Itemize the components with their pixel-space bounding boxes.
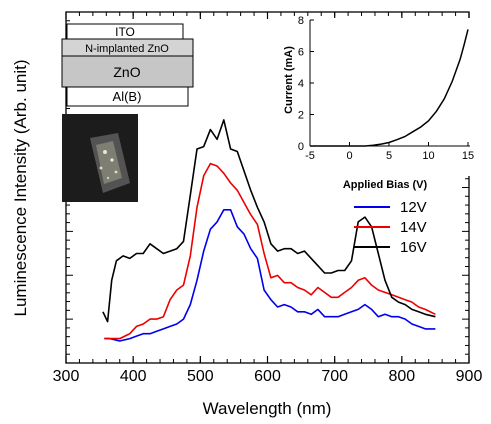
iv-y-tick-label: 2 (298, 110, 304, 122)
photo-spot (106, 176, 110, 180)
x-tick-label: 700 (321, 368, 348, 385)
main-series-group (102, 119, 436, 342)
y-axis-title: Luminescence Intensity (Arb. unit) (11, 59, 30, 316)
layer-zno-label: ZnO (113, 64, 140, 80)
layer-al (66, 86, 189, 107)
series-line-14v (104, 162, 436, 340)
iv-x-tick-label: 5 (386, 150, 392, 162)
photo-spot (103, 150, 107, 154)
legend-label-16v: 16V (400, 239, 427, 256)
legend-label-12v: 12V (400, 199, 427, 216)
iv-curve (310, 29, 469, 147)
iv-y-tick-label: 6 (298, 47, 304, 59)
x-tick-labels: 300 400 500 600 700 800 900 (53, 368, 483, 385)
x-tick-label: 600 (254, 368, 281, 385)
layer-al-label: Al(B) (113, 89, 142, 104)
photo-spot (114, 170, 118, 174)
iv-x-tick-label: -5 (305, 150, 315, 162)
iv-x-tick-label: 15 (462, 150, 474, 162)
iv-y-tick-label: 0 (298, 141, 304, 153)
x-axis-title: Wavelength (nm) (203, 399, 332, 418)
x-axis-ticks (65, 12, 470, 363)
legend-label-14v: 14V (400, 219, 427, 236)
iv-x-axis-title: Applied Bias (V) (343, 179, 428, 191)
x-tick-label: 300 (53, 368, 80, 385)
series-line-12v (104, 209, 436, 342)
device-stack-inset: ITO N-implanted ZnO ZnO Al(B) (61, 23, 194, 107)
x-tick-label: 800 (388, 368, 415, 385)
series-line-16v (102, 119, 436, 323)
layer-zno (61, 55, 194, 88)
layer-n-implanted-label: N-implanted ZnO (85, 43, 169, 55)
iv-y-tick-label: 8 (298, 15, 304, 27)
iv-y-axis-title: Current (mA) (283, 46, 295, 114)
photo-spot (110, 158, 114, 162)
x-tick-label: 900 (456, 368, 483, 385)
layer-ito-label: ITO (115, 25, 135, 39)
x-tick-label: 400 (120, 368, 147, 385)
photo-spot (99, 166, 103, 170)
legend: 12V 14V 16V (354, 199, 427, 256)
iv-y-tick-label: 4 (298, 78, 304, 90)
iv-x-tick-label: 0 (346, 150, 352, 162)
x-tick-label: 500 (187, 368, 214, 385)
iv-inset-background (303, 18, 475, 176)
device-emission-photo (62, 114, 138, 202)
iv-x-tick-label: 10 (422, 150, 434, 162)
